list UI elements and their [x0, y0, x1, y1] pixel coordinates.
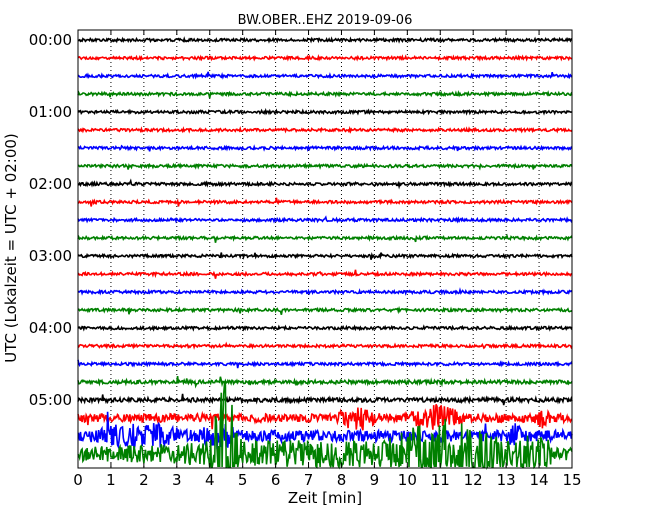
- seismic-trace: [77, 89, 573, 99]
- x-tick-label: 11: [431, 471, 450, 489]
- x-tick-label: 4: [205, 471, 215, 489]
- x-tick-label: 14: [530, 471, 549, 489]
- seismic-trace: [77, 144, 573, 152]
- chart-title: BW.OBER..EHZ 2019-09-06: [238, 13, 413, 28]
- seismic-trace: [77, 341, 573, 350]
- y-tick-label: 05:00: [29, 391, 72, 409]
- seismic-trace: [77, 233, 573, 243]
- seismic-trace: [77, 287, 573, 297]
- seismic-trace: [77, 197, 573, 207]
- x-tick-label: 7: [304, 471, 314, 489]
- x-tick-label: 13: [497, 471, 516, 489]
- seismic-traces: [77, 36, 573, 471]
- y-tick-label: 04:00: [29, 319, 72, 337]
- x-tick-label: 10: [398, 471, 417, 489]
- seismic-trace: [77, 393, 573, 406]
- x-tick-label: 12: [464, 471, 483, 489]
- x-tick-label: 1: [106, 471, 116, 489]
- x-tick-label: 15: [562, 471, 581, 489]
- y-tick-label: 02:00: [29, 175, 72, 193]
- x-axis-ticks: 0 1 2 3 4 5 6 7 8 9 10 11 12 13 14 15: [73, 30, 582, 489]
- plot-frame: [77, 29, 573, 469]
- x-tick-label: 5: [238, 471, 248, 489]
- seismic-trace: [77, 178, 573, 190]
- y-axis-label: UTC (Lokalzeit = UTC + 02:00): [2, 133, 20, 363]
- y-tick-label: 03:00: [29, 247, 72, 265]
- seismic-trace: [77, 324, 573, 332]
- x-tick-label: 0: [73, 471, 83, 489]
- x-tick-label: 9: [370, 471, 380, 489]
- seismic-trace: [77, 403, 573, 431]
- y-tick-label: 01:00: [29, 103, 72, 121]
- y-tick-label: 00:00: [29, 31, 72, 49]
- x-tick-label: 6: [271, 471, 281, 489]
- seismic-trace: [77, 36, 573, 44]
- seismic-trace: [77, 382, 573, 471]
- seismic-trace: [77, 359, 573, 369]
- x-tick-label: 2: [139, 471, 149, 489]
- seismic-trace: [77, 125, 573, 134]
- seismic-trace: [77, 269, 573, 279]
- x-tick-label: 3: [172, 471, 182, 489]
- x-axis-label: Zeit [min]: [288, 489, 362, 507]
- y-axis-ticks: 00:00 01:00 02:00 03:00 04:00 05:00: [29, 31, 572, 409]
- x-tick-label: 8: [337, 471, 347, 489]
- seismic-trace: [78, 162, 573, 171]
- seismic-trace: [77, 215, 573, 224]
- seismic-trace: [77, 71, 573, 80]
- seismic-trace: [77, 305, 573, 316]
- seismic-trace: [77, 107, 573, 116]
- seismic-trace: [77, 53, 573, 62]
- seismic-trace: [77, 376, 573, 389]
- seismic-trace: [77, 251, 573, 260]
